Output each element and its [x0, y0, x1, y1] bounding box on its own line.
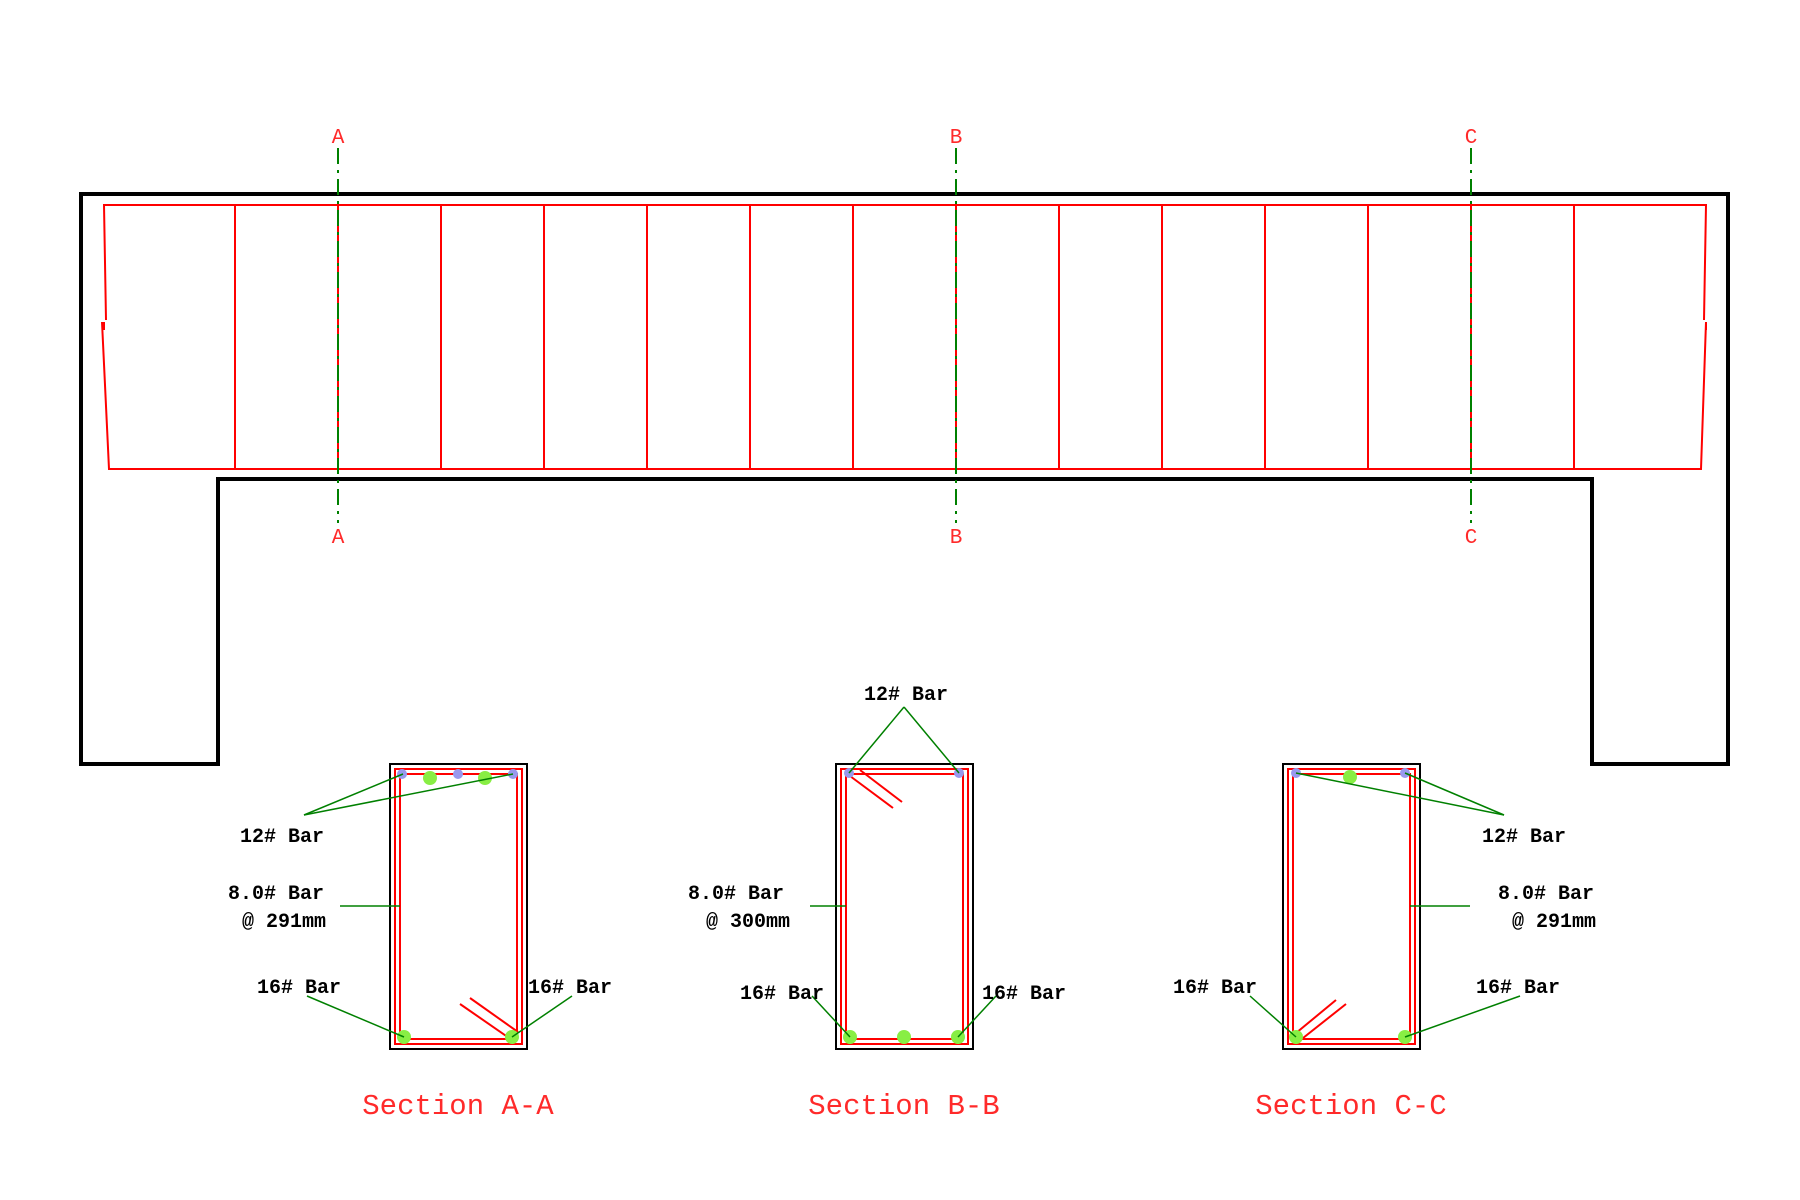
bottom-right-bar-label: 16# Bar — [982, 983, 1066, 1006]
stirrup-outer — [394, 768, 523, 1045]
stirrup-hook — [459, 1003, 513, 1041]
leader-line — [1404, 995, 1521, 1038]
top-bar-label: 12# Bar — [1482, 826, 1566, 849]
stirrup-spacing-label: @ 291mm — [1512, 911, 1596, 934]
top-bar-label: 12# Bar — [240, 826, 324, 849]
cut-label-b-top: B — [950, 127, 963, 150]
leaders — [1249, 772, 1521, 1038]
cut-label-b-bottom: B — [950, 527, 963, 550]
stirrup-spacing-label: @ 300mm — [706, 911, 790, 934]
stirrup-inner — [1292, 773, 1411, 1040]
leader-line — [1249, 995, 1297, 1038]
top-bar-label: 12# Bar — [864, 684, 948, 707]
beam-elevation: A A B B C C — [79, 127, 1730, 766]
cut-label-c-bottom: C — [1465, 527, 1478, 550]
bottom-right-bar-label: 16# Bar — [1476, 977, 1560, 1000]
stirrup-outer — [1287, 768, 1416, 1045]
leader-line — [811, 995, 851, 1038]
leader-line — [511, 995, 573, 1038]
top-bar-main — [1343, 770, 1357, 784]
top-bar-main — [423, 771, 437, 785]
section-c-c: 12# Bar 8.0# Bar @ 291mm 16# Bar 16# Bar… — [1173, 763, 1596, 1123]
leaders — [303, 773, 573, 1038]
cut-label-a-bottom: A — [332, 527, 345, 550]
bottom-right-bar-label: 16# Bar — [528, 977, 612, 1000]
top-bar-main — [478, 771, 492, 785]
section-title: Section A-A — [362, 1090, 554, 1123]
section-cut-lines — [337, 148, 1472, 523]
stirrup-hook — [1297, 1003, 1347, 1043]
stirrup-outer — [840, 768, 969, 1045]
cut-label-a-top: A — [332, 127, 345, 150]
stirrup-label: 8.0# Bar — [228, 883, 324, 906]
bottom-bar-16 — [897, 1030, 911, 1044]
leader-line — [306, 995, 405, 1038]
leader-line — [303, 773, 404, 816]
leader-line — [303, 773, 514, 816]
stirrup-hook — [469, 997, 519, 1033]
stirrup-hook — [859, 769, 903, 803]
section-outline — [1282, 763, 1421, 1050]
section-title: Section C-C — [1255, 1090, 1446, 1123]
bottom-longitudinal-bar — [101, 321, 1707, 470]
stirrup-hook — [849, 775, 894, 809]
bottom-left-bar-label: 16# Bar — [740, 983, 824, 1006]
leaders — [810, 706, 997, 1038]
stirrup-label: 8.0# Bar — [1498, 883, 1594, 906]
section-outline — [835, 763, 974, 1050]
stirrups — [234, 205, 1575, 469]
leader-line — [957, 995, 997, 1038]
cut-label-c-top: C — [1465, 127, 1478, 150]
top-bar-12 — [453, 769, 463, 779]
leader-line — [1404, 772, 1505, 816]
stirrup-inner — [845, 773, 964, 1040]
section-title: Section B-B — [808, 1090, 999, 1123]
top-longitudinal-bar — [102, 204, 1708, 321]
section-b-b: 12# Bar 8.0# Bar @ 300mm 16# Bar 16# Bar… — [688, 684, 1066, 1123]
leader-line — [903, 706, 960, 774]
bottom-left-bar-label: 16# Bar — [1173, 977, 1257, 1000]
stirrup-spacing-label: @ 291mm — [242, 911, 326, 934]
stirrup-inner — [399, 773, 518, 1040]
bottom-left-bar-label: 16# Bar — [257, 977, 341, 1000]
leader-line — [1295, 772, 1505, 816]
concrete-outline — [79, 192, 1730, 766]
leader-line — [848, 706, 905, 774]
section-a-a: 12# Bar 8.0# Bar @ 291mm 16# Bar 16# Bar… — [228, 763, 612, 1123]
stirrup-label: 8.0# Bar — [688, 883, 784, 906]
section-outline — [389, 763, 528, 1050]
